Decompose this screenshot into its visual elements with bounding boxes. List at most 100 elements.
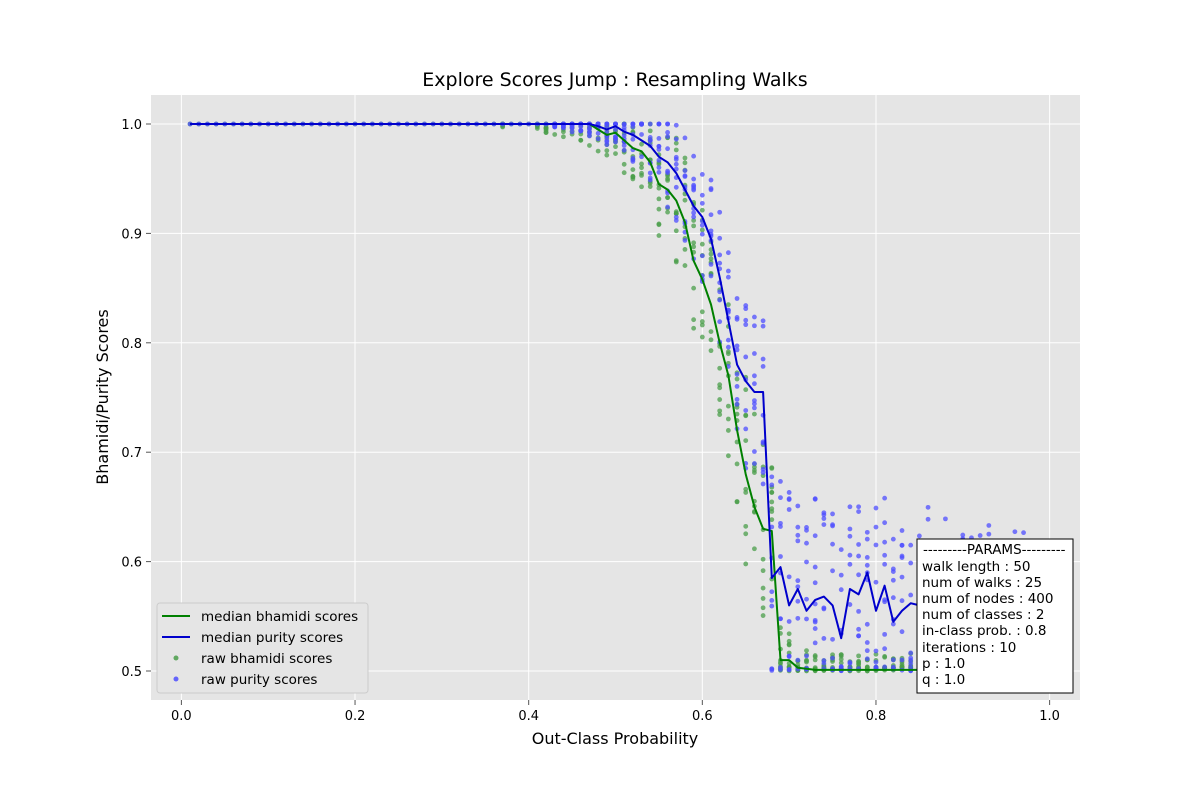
raw-purity-point (864, 536, 870, 542)
y-tick-label-1: 0.6 (121, 556, 142, 571)
raw-purity-point (769, 603, 775, 609)
raw-purity-point (821, 605, 827, 611)
raw-purity-point (873, 524, 879, 530)
params-walk-length: walk length : 50 (922, 559, 1031, 575)
raw-purity-point (717, 297, 723, 303)
raw-purity-point (864, 656, 870, 662)
raw-bhamidi-point (699, 241, 705, 247)
raw-purity-point (908, 542, 914, 548)
raw-purity-point (769, 482, 775, 488)
raw-bhamidi-point (856, 658, 862, 664)
raw-purity-point (656, 121, 662, 127)
raw-purity-point (847, 602, 853, 607)
raw-purity-point (717, 319, 723, 325)
params-iterations: iterations : 10 (922, 640, 1016, 656)
raw-purity-point (856, 542, 862, 547)
raw-purity-point (795, 538, 801, 544)
raw-purity-point (856, 633, 862, 639)
y-tick-label-5: 1.0 (121, 118, 142, 133)
raw-bhamidi-point (665, 195, 670, 201)
raw-purity-point (795, 532, 801, 538)
raw-purity-point (977, 533, 983, 538)
raw-purity-point (691, 182, 697, 188)
raw-purity-point (908, 560, 914, 566)
raw-bhamidi-point (760, 585, 766, 591)
raw-bhamidi-point (604, 148, 610, 154)
raw-bhamidi-point (760, 568, 766, 574)
raw-purity-point (908, 657, 914, 663)
raw-purity-point (786, 667, 792, 672)
raw-bhamidi-point (752, 546, 757, 552)
raw-purity-point (665, 146, 670, 152)
raw-purity-point (830, 636, 835, 642)
raw-purity-point (795, 503, 801, 509)
raw-purity-point (691, 214, 697, 220)
raw-purity-point (786, 619, 792, 624)
raw-purity-point (708, 186, 714, 191)
raw-purity-point (708, 261, 714, 267)
raw-bhamidi-point (578, 137, 584, 143)
params-num-nodes: num of nodes : 400 (922, 591, 1053, 607)
raw-bhamidi-point (743, 412, 749, 418)
raw-purity-point (708, 212, 714, 218)
raw-purity-point (639, 132, 644, 137)
x-tick-label-5: 1.0 (1039, 709, 1060, 724)
raw-purity-point (812, 640, 818, 646)
raw-bhamidi-point (595, 148, 601, 154)
raw-purity-point (847, 526, 853, 532)
raw-bhamidi-point (769, 489, 775, 495)
raw-purity-point (604, 139, 610, 145)
raw-bhamidi-point (647, 128, 653, 134)
raw-purity-point (647, 175, 653, 181)
raw-purity-point (769, 524, 775, 530)
legend-label-median-purity: median purity scores (201, 630, 343, 646)
raw-bhamidi-point (708, 337, 714, 343)
raw-purity-point (864, 555, 870, 560)
raw-purity-point (882, 599, 888, 605)
raw-purity-point (673, 161, 679, 167)
raw-bhamidi-point (743, 523, 749, 529)
raw-purity-point (673, 122, 679, 128)
raw-bhamidi-point (830, 652, 835, 658)
raw-purity-point (760, 470, 766, 475)
params-box-frame (916, 538, 1074, 694)
raw-bhamidi-point (639, 141, 644, 147)
raw-purity-point (691, 187, 697, 193)
raw-bhamidi-point (673, 209, 679, 215)
raw-purity-point (812, 626, 818, 631)
raw-bhamidi-point (743, 531, 749, 537)
raw-bhamidi-point (743, 490, 749, 495)
raw-bhamidi-point (639, 161, 644, 167)
raw-purity-point (647, 138, 653, 144)
raw-purity-point (673, 154, 679, 160)
lines-layer (190, 123, 1025, 671)
raw-purity-point (569, 125, 575, 131)
raw-purity-point (873, 542, 879, 548)
raw-bhamidi-point (691, 240, 697, 246)
raw-purity-point (699, 231, 705, 237)
raw-purity-point (882, 495, 888, 501)
raw-purity-point (708, 273, 714, 279)
raw-purity-point (864, 621, 870, 627)
raw-purity-point (561, 125, 566, 131)
raw-bhamidi-point (725, 349, 731, 355)
raw-bhamidi-point (682, 160, 688, 166)
raw-purity-point (795, 578, 801, 584)
raw-bhamidi-point (673, 147, 679, 153)
raw-purity-point (734, 397, 740, 402)
raw-bhamidi-point (760, 596, 766, 601)
raw-purity-point (769, 474, 775, 480)
params-num-walks: num of walks : 25 (922, 575, 1042, 591)
raw-purity-point (613, 121, 618, 127)
raw-purity-point (856, 504, 862, 510)
raw-bhamidi-point (734, 499, 740, 504)
raw-purity-point (604, 121, 610, 127)
raw-bhamidi-point (656, 233, 662, 238)
raw-bhamidi-point (699, 227, 705, 233)
raw-bhamidi-point (786, 642, 792, 648)
raw-purity-point (665, 130, 670, 135)
raw-purity-point (699, 253, 705, 259)
raw-purity-point (717, 260, 723, 266)
raw-purity-point (734, 383, 740, 389)
